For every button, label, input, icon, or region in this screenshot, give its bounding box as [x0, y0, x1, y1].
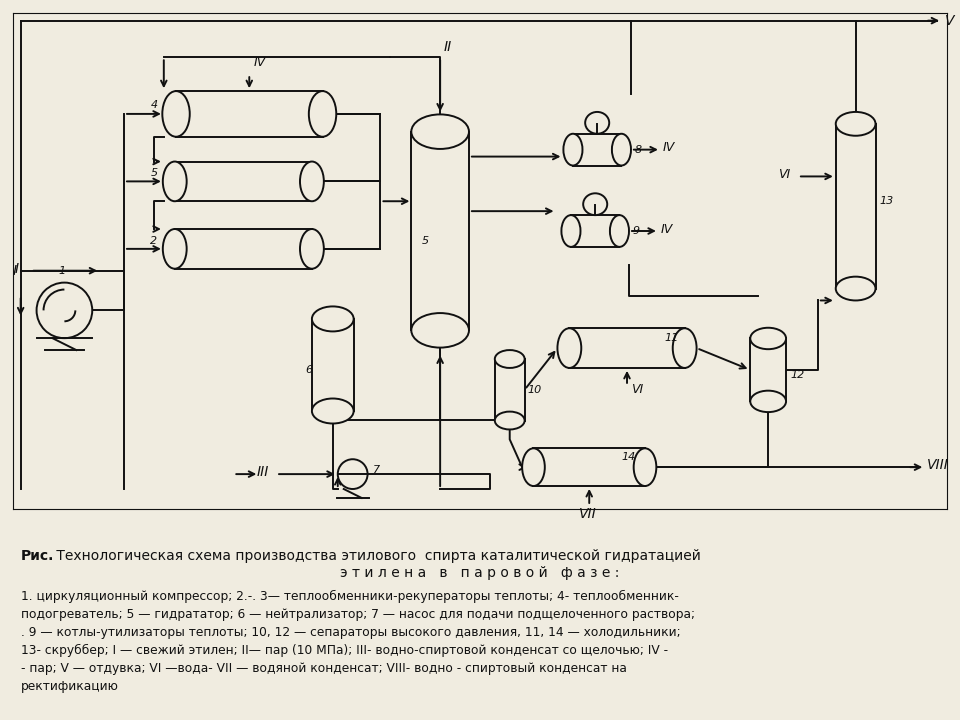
- Bar: [312, 319, 353, 411]
- Text: I: I: [14, 261, 19, 276]
- Text: III: III: [256, 465, 269, 479]
- Text: VIII: VIII: [927, 458, 949, 472]
- Bar: [175, 229, 312, 269]
- Text: 5: 5: [422, 236, 429, 246]
- Ellipse shape: [494, 412, 524, 429]
- Circle shape: [36, 283, 92, 338]
- Text: IV: IV: [662, 141, 675, 154]
- Ellipse shape: [751, 328, 786, 349]
- Text: 14: 14: [622, 452, 636, 462]
- Text: IV: IV: [660, 222, 673, 235]
- Ellipse shape: [411, 313, 469, 348]
- Text: . 9 — котлы-утилизаторы теплоты; 10, 12 — сепараторы высокого давления, 11, 14 —: . 9 — котлы-утилизаторы теплоты; 10, 12 …: [21, 626, 681, 639]
- Text: VI: VI: [631, 383, 643, 396]
- Text: э т и л е н а   в   п а р о в о й   ф а з е :: э т и л е н а в п а р о в о й ф а з е :: [340, 567, 619, 580]
- Text: VI: VI: [779, 168, 790, 181]
- Text: 1: 1: [59, 266, 65, 276]
- Text: 5: 5: [151, 168, 157, 179]
- Ellipse shape: [564, 134, 583, 166]
- Ellipse shape: [300, 229, 324, 269]
- Ellipse shape: [309, 91, 336, 137]
- Text: 9: 9: [633, 226, 640, 236]
- Ellipse shape: [610, 215, 629, 247]
- Text: IV: IV: [253, 56, 266, 69]
- Ellipse shape: [163, 229, 186, 269]
- Text: V: V: [945, 14, 954, 27]
- Text: ректификацию: ректификацию: [21, 680, 118, 693]
- Ellipse shape: [411, 114, 469, 149]
- Text: 13: 13: [879, 197, 894, 206]
- Text: - пар; V — отдувка; VI —вода- VII — водяной конденсат; VIII- водно - спиртовый к: - пар; V — отдувка; VI —вода- VII — водя…: [21, 662, 627, 675]
- Ellipse shape: [673, 328, 697, 368]
- Ellipse shape: [522, 449, 545, 486]
- Text: 10: 10: [528, 384, 541, 395]
- Bar: [494, 359, 524, 420]
- Text: VII: VII: [579, 507, 597, 521]
- Bar: [534, 449, 645, 486]
- Ellipse shape: [558, 328, 582, 368]
- Bar: [175, 161, 312, 201]
- Bar: [573, 134, 621, 166]
- Ellipse shape: [751, 391, 786, 412]
- Text: 4: 4: [151, 100, 157, 110]
- Text: 2: 2: [151, 236, 157, 246]
- Bar: [836, 124, 876, 289]
- Bar: [751, 338, 786, 401]
- Ellipse shape: [836, 112, 876, 136]
- Ellipse shape: [312, 307, 353, 331]
- Ellipse shape: [562, 215, 581, 247]
- Text: 7: 7: [372, 465, 379, 475]
- Text: 12: 12: [790, 370, 804, 380]
- Ellipse shape: [612, 134, 631, 166]
- Text: II: II: [444, 40, 452, 55]
- Ellipse shape: [836, 276, 876, 300]
- Ellipse shape: [312, 398, 353, 423]
- Text: Рис.: Рис.: [21, 549, 54, 562]
- Text: 6: 6: [305, 365, 312, 375]
- Ellipse shape: [162, 91, 190, 137]
- Text: 1. циркуляционный компрессор; 2.-. 3— теплообменники-рекуператоры теплоты; 4- те: 1. циркуляционный компрессор; 2.-. 3— те…: [21, 590, 679, 603]
- Bar: [571, 215, 619, 247]
- Ellipse shape: [300, 161, 324, 201]
- Text: I: I: [12, 264, 17, 278]
- Text: Технологическая схема производства этилового  спирта каталитической гидратацией: Технологическая схема производства этило…: [53, 549, 702, 562]
- Ellipse shape: [494, 350, 524, 368]
- Ellipse shape: [583, 193, 608, 215]
- Ellipse shape: [634, 449, 657, 486]
- Ellipse shape: [586, 112, 610, 134]
- Ellipse shape: [163, 161, 186, 201]
- Bar: [411, 132, 469, 330]
- Bar: [176, 91, 323, 137]
- Text: 11: 11: [664, 333, 679, 343]
- Bar: [569, 328, 684, 368]
- Text: подогреватель; 5 — гидрататор; 6 — нейтрализатор; 7 — насос для подачи подщелоче: подогреватель; 5 — гидрататор; 6 — нейтр…: [21, 608, 695, 621]
- Circle shape: [338, 459, 368, 489]
- Text: 13- скруббер; I — свежий этилен; II— пар (10 МПа); III- водно-спиртовой конденса: 13- скруббер; I — свежий этилен; II— пар…: [21, 644, 668, 657]
- Text: 8: 8: [635, 145, 642, 155]
